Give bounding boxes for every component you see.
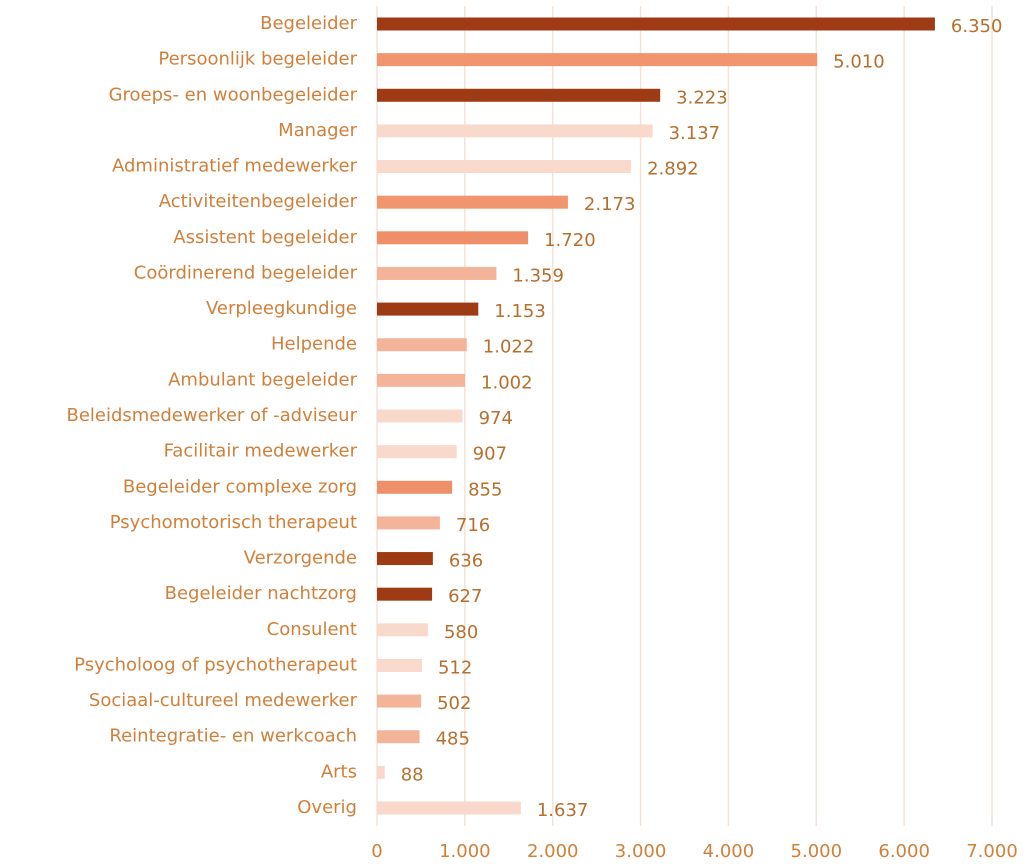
value-label: 1.022: [483, 337, 535, 358]
category-label: Begeleider complexe zorg: [123, 476, 357, 497]
value-label: 3.223: [676, 87, 728, 108]
bar: [377, 516, 440, 530]
value-label: 907: [473, 444, 507, 465]
value-label: 2.892: [647, 159, 699, 180]
bar: [377, 730, 420, 744]
bar: [377, 765, 385, 779]
category-label: Facilitair medewerker: [164, 441, 358, 462]
category-label: Arts: [321, 761, 357, 782]
category-label: Assistent begeleider: [173, 227, 357, 248]
bar: [377, 480, 453, 494]
value-label: 580: [444, 622, 478, 643]
bar: [377, 445, 457, 459]
category-label: Ambulant begeleider: [168, 369, 357, 390]
x-tick-label: 1.000: [439, 841, 491, 862]
category-label: Administratief medewerker: [112, 156, 358, 177]
category-label: Beleidsmedewerker of -adviseur: [66, 405, 357, 426]
bar: [377, 658, 422, 672]
bar: [377, 552, 433, 566]
value-label: 512: [438, 657, 472, 678]
category-label: Activiteitenbegeleider: [159, 191, 358, 212]
category-label: Persoonlijk begeleider: [158, 49, 357, 70]
bar: [377, 231, 529, 245]
bar: [377, 124, 653, 138]
category-label: Psycholoog of psychotherapeut: [74, 654, 357, 675]
x-tick-label: 7.000: [966, 841, 1018, 862]
category-label: Helpende: [271, 334, 357, 355]
x-tick-label: 5.000: [791, 841, 843, 862]
value-label: 502: [437, 693, 471, 714]
value-label: 6.350: [951, 16, 1003, 37]
category-label: Begeleider: [260, 13, 357, 34]
value-label: 88: [401, 764, 424, 785]
bar: [377, 17, 935, 31]
category-label: Psychomotorisch therapeut: [110, 512, 357, 533]
x-tick-label: 6.000: [878, 841, 930, 862]
bar: [377, 302, 479, 316]
category-label: Verpleegkundige: [206, 298, 357, 319]
bar: [377, 88, 661, 102]
category-label: Consulent: [267, 619, 357, 640]
value-label: 1.153: [494, 301, 546, 322]
bar: [377, 801, 521, 815]
value-label: 1.002: [481, 372, 533, 393]
bar: [377, 694, 422, 708]
category-label: Sociaal-cultureel medewerker: [89, 690, 358, 711]
category-label: Coördinerend begeleider: [134, 262, 358, 283]
category-label: Overig: [297, 797, 357, 818]
value-label: 1.637: [537, 800, 589, 821]
value-label: 627: [448, 586, 482, 607]
x-tick-label: 4.000: [703, 841, 755, 862]
bar: [377, 623, 428, 637]
value-label: 485: [436, 729, 470, 750]
bar: [377, 373, 466, 387]
bar: [377, 266, 497, 280]
bar: [377, 338, 467, 352]
category-label: Groeps- en woonbegeleider: [109, 84, 358, 105]
bar: [377, 160, 632, 174]
value-label: 5.010: [833, 52, 885, 73]
value-label: 716: [456, 515, 490, 536]
value-label: 636: [449, 551, 483, 572]
value-label: 855: [468, 479, 502, 500]
x-tick-label: 2.000: [527, 841, 579, 862]
value-label: 3.137: [669, 123, 721, 144]
category-label: Reintegratie- en werkcoach: [109, 726, 357, 747]
bar: [377, 53, 818, 67]
bar: [377, 409, 463, 423]
value-label: 974: [479, 408, 513, 429]
bar: [377, 195, 568, 209]
category-label: Verzorgende: [244, 548, 357, 569]
value-label: 1.720: [544, 230, 596, 251]
x-tick-label: 0: [371, 841, 382, 862]
category-label: Begeleider nachtzorg: [165, 583, 357, 604]
bar: [377, 587, 433, 601]
category-label: Manager: [278, 120, 357, 141]
value-label: 1.359: [512, 265, 564, 286]
x-tick-label: 3.000: [615, 841, 667, 862]
value-label: 2.173: [584, 194, 636, 215]
